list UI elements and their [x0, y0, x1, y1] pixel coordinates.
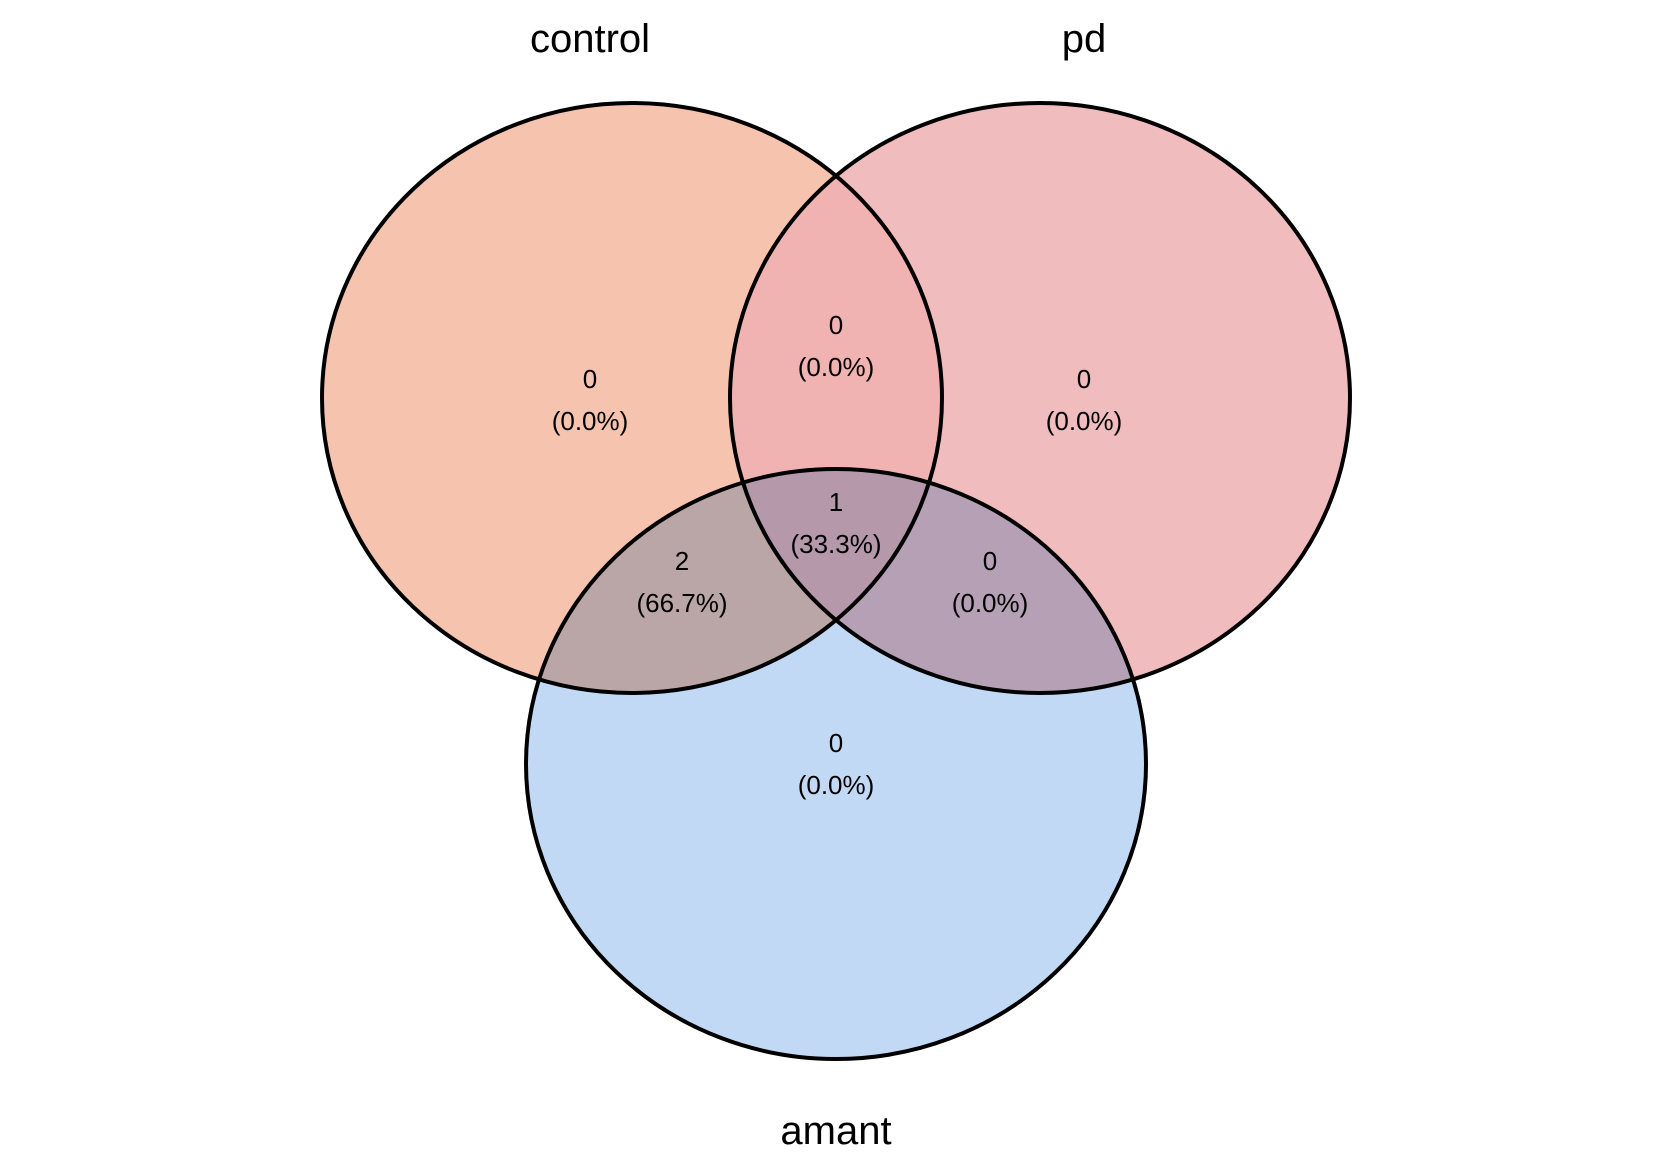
set-label-amant: amant	[780, 1109, 891, 1152]
region-percent: (0.0%)	[952, 588, 1029, 618]
set-outlines	[320, 101, 1352, 1061]
region-percent: (0.0%)	[1046, 406, 1123, 436]
region-control-amant: 2 (66.7%)	[636, 546, 727, 618]
set-labels: control pd amant	[530, 17, 1106, 1152]
region-count: 0	[829, 728, 843, 758]
region-count: 1	[829, 487, 843, 517]
region-labels: 0 (0.0%) 0 (0.0%) 0 (0.0%) 0 (0.0%) 2 (6…	[552, 310, 1123, 800]
set-fills	[322, 103, 1350, 1059]
region-pd-amant: 0 (0.0%)	[952, 546, 1029, 618]
region-percent: (0.0%)	[798, 770, 875, 800]
set-label-control: control	[530, 17, 650, 61]
set-outline-pd	[728, 101, 1352, 695]
set-outline-amant	[524, 467, 1148, 1061]
region-amant-only: 0 (0.0%)	[798, 728, 875, 800]
region-count: 2	[675, 546, 689, 576]
region-percent: (66.7%)	[636, 588, 727, 618]
region-count: 0	[583, 364, 597, 394]
region-count: 0	[983, 546, 997, 576]
set-outline-control	[320, 101, 944, 695]
region-control-pd: 0 (0.0%)	[798, 310, 875, 382]
region-percent: (0.0%)	[552, 406, 629, 436]
region-count: 0	[1077, 364, 1091, 394]
set-label-pd: pd	[1062, 17, 1107, 61]
region-percent: (33.3%)	[790, 529, 881, 559]
region-control-only: 0 (0.0%)	[552, 364, 629, 436]
region-pd-only: 0 (0.0%)	[1046, 364, 1123, 436]
region-control-pd-amant: 1 (33.3%)	[790, 487, 881, 559]
set-circle-amant	[526, 469, 1146, 1059]
region-percent: (0.0%)	[798, 352, 875, 382]
region-count: 0	[829, 310, 843, 340]
